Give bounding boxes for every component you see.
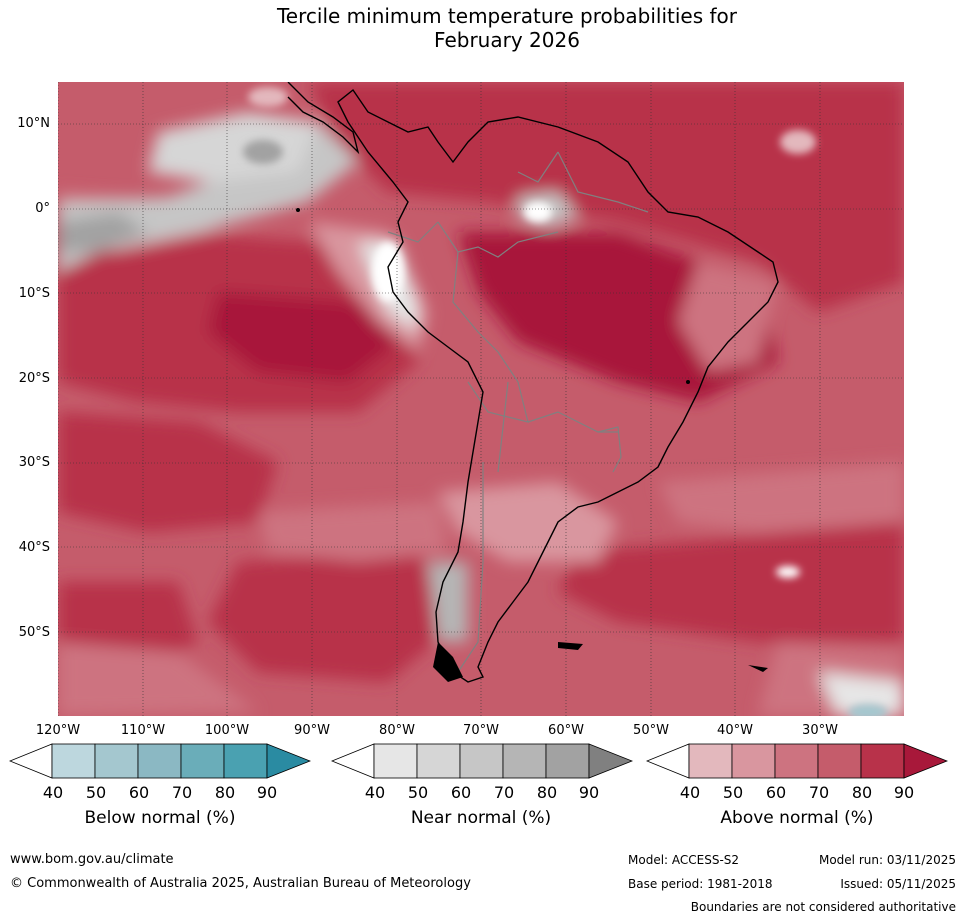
above-normal-title: Above normal (%)	[720, 808, 874, 828]
above-colorbar-max-extend	[903, 743, 948, 779]
near-normal-colorbar	[331, 743, 633, 779]
near-tick: 40	[364, 783, 386, 802]
website-link[interactable]: www.bom.gov.au/climate	[10, 852, 174, 867]
above-tick: 60	[765, 783, 787, 802]
below-colorbar-segment	[180, 743, 225, 779]
near-tick: 60	[450, 783, 472, 802]
above-colorbar-segment	[688, 743, 733, 779]
near-tick: 70	[493, 783, 515, 802]
below-colorbar-segment	[137, 743, 182, 779]
lon-label: 40°W	[717, 723, 753, 738]
title-line-1: Tercile minimum temperature probabilitie…	[276, 4, 738, 28]
central-america-coastline	[287, 82, 360, 155]
near-colorbar-segment	[545, 743, 590, 779]
below-tick: 70	[171, 783, 193, 802]
near-colorbar-segment	[502, 743, 547, 779]
lat-label: 0°	[35, 201, 50, 216]
near-tick: 80	[536, 783, 558, 802]
lon-label: 110°W	[120, 723, 166, 738]
model-name: Model: ACCESS-S2	[628, 853, 740, 867]
lon-label: 80°W	[379, 723, 415, 738]
above-colorbar-segment	[817, 743, 862, 779]
chart-title: Tercile minimum temperature probabilitie…	[0, 4, 965, 52]
near-colorbar-segment	[459, 743, 504, 779]
below-colorbar-segment	[51, 743, 96, 779]
above-colorbar-min-extend	[646, 743, 690, 779]
lon-label: 100°W	[204, 723, 250, 738]
above-tick: 80	[851, 783, 873, 802]
probability-field	[58, 82, 904, 716]
base-period: Base period: 1981-2018	[628, 877, 773, 891]
above-tick: 70	[808, 783, 830, 802]
near-colorbar-min-extend	[331, 743, 375, 779]
below-colorbar-segment	[223, 743, 268, 779]
near-colorbar-max-extend	[588, 743, 633, 779]
below-colorbar-min-extend	[9, 743, 53, 779]
above-tick: 40	[679, 783, 701, 802]
lat-label: 50°S	[18, 625, 50, 640]
above-tick: 50	[722, 783, 744, 802]
lon-label: 70°W	[463, 723, 499, 738]
near-colorbar-segment	[416, 743, 461, 779]
above-colorbar-segment	[731, 743, 776, 779]
lon-label: 30°W	[802, 723, 838, 738]
lat-label: 10°S	[18, 286, 50, 301]
near-normal-title: Near normal (%)	[410, 808, 552, 828]
above-colorbar-segment	[774, 743, 819, 779]
below-colorbar-segment	[94, 743, 139, 779]
lon-label: 90°W	[294, 723, 330, 738]
south-america-coastline	[337, 88, 779, 683]
lat-label: 30°S	[18, 455, 50, 470]
lon-label: 60°W	[548, 723, 584, 738]
above-colorbar-segment	[860, 743, 905, 779]
above-tick: 90	[893, 783, 915, 802]
issued-date: Issued: 05/11/2025	[840, 877, 956, 891]
below-tick: 80	[214, 783, 236, 802]
near-colorbar-segment	[373, 743, 418, 779]
boundaries-disclaimer: Boundaries are not considered authoritat…	[690, 900, 956, 914]
below-colorbar-max-extend	[266, 743, 311, 779]
model-run-date: Model run: 03/11/2025	[818, 853, 956, 867]
lat-label: 40°S	[18, 540, 50, 555]
map-svg	[58, 82, 904, 716]
lat-label: 10°N	[17, 116, 50, 131]
lat-label: 20°S	[18, 371, 50, 386]
below-normal-title: Below normal (%)	[84, 808, 236, 828]
above-normal-colorbar	[646, 743, 948, 779]
below-tick: 90	[256, 783, 278, 802]
below-tick: 60	[128, 783, 150, 802]
probability-map	[58, 82, 904, 716]
islands	[296, 208, 768, 682]
lon-label: 120°W	[35, 723, 81, 738]
country-borders	[387, 151, 649, 673]
lon-label: 50°W	[633, 723, 669, 738]
below-normal-colorbar	[9, 743, 311, 779]
highlight-spots	[243, 87, 888, 716]
below-tick: 40	[42, 783, 64, 802]
below-tick: 50	[85, 783, 107, 802]
copyright-text: © Commonwealth of Australia 2025, Austra…	[10, 876, 471, 891]
title-line-2: February 2026	[434, 28, 580, 52]
near-tick: 50	[407, 783, 429, 802]
near-tick: 90	[578, 783, 600, 802]
